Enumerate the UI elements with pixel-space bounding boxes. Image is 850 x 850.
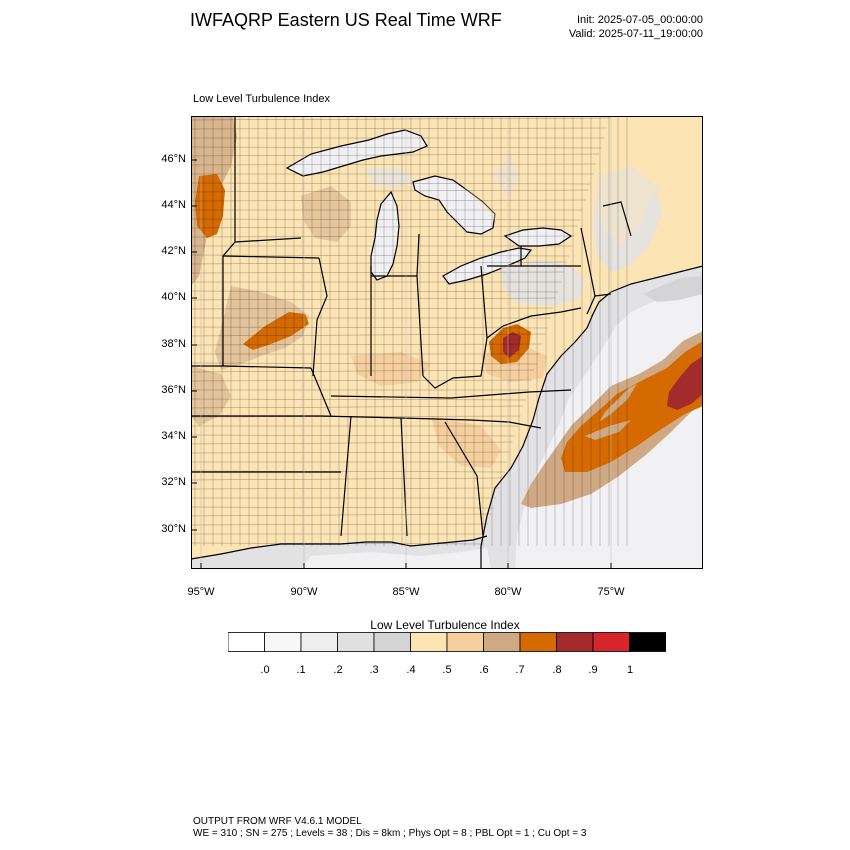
axis-ticks <box>191 159 612 569</box>
canada-ontario-region <box>427 116 703 246</box>
lat-label-38: 38°N <box>161 338 186 350</box>
lat-label-36: 36°N <box>161 384 186 396</box>
colorbar-swatch <box>592 632 630 652</box>
map-subtitle: Low Level Turbulence Index <box>193 93 330 105</box>
land-gray-ontario <box>491 156 521 196</box>
lat-label-30: 30°N <box>161 523 186 535</box>
map-border <box>191 116 703 569</box>
colorbar-swatch <box>446 632 484 652</box>
colorbar-label-7: .7 <box>515 664 525 676</box>
colorbar-swatch <box>410 632 448 652</box>
lat-label-42: 42°N <box>161 245 186 257</box>
init-time-label: Init: 2025-07-05_00:00:00 <box>577 14 703 26</box>
colorbar <box>228 632 666 652</box>
colorbar-swatch <box>300 632 338 652</box>
lon-label-95: 95°W <box>187 586 215 598</box>
gulf-coastline <box>191 535 488 560</box>
colorbar-swatch <box>483 632 521 652</box>
land-gray-mi <box>367 168 415 188</box>
valid-time-label: Valid: 2025-07-11_19:00:00 <box>568 28 703 40</box>
lake-huron <box>412 175 496 235</box>
lon-label-85: 85°W <box>392 586 420 598</box>
lon-label-80: 80°W <box>494 586 522 598</box>
colorbar-swatch <box>519 632 557 652</box>
land-red-patch-wv <box>503 332 521 358</box>
colorbar-swatch <box>556 632 594 652</box>
colorbar-label-8: .8 <box>552 664 562 676</box>
colorbar-label-0: .0 <box>260 664 270 676</box>
lat-label-44: 44°N <box>161 199 186 211</box>
ocean-red-core <box>667 356 703 410</box>
turbulence-map: (function(){ const g = document.currentS… <box>191 116 703 569</box>
colorbar-label-9: .9 <box>588 664 598 676</box>
colorbar-swatch <box>373 632 411 652</box>
colorbar-label-3: .3 <box>369 664 379 676</box>
lat-label-46: 46°N <box>161 153 186 165</box>
graticule <box>200 116 612 569</box>
footer-config-line: WE = 310 ; SN = 275 ; Levels = 38 ; Dis … <box>193 828 587 839</box>
colorbar-swatch <box>264 632 302 652</box>
ocean-shelf-gray <box>643 276 703 302</box>
gulf-light <box>301 548 491 569</box>
footer-model-line: OUTPUT FROM WRF V4.6.1 MODEL <box>193 816 362 827</box>
colorbar-label-5: .5 <box>442 664 452 676</box>
colorbar-label-1: .1 <box>296 664 306 676</box>
colorbar-swatch <box>228 632 265 652</box>
colorbar-label-4: .4 <box>406 664 416 676</box>
colorbar-title: Low Level Turbulence Index <box>370 618 520 632</box>
colorbar-swatch <box>629 632 666 652</box>
lat-label-40: 40°N <box>161 291 186 303</box>
colorbar-label-10: 1 <box>626 664 634 676</box>
land-tan-patch-iowa <box>215 286 309 370</box>
land-orange-patch-mn <box>195 174 225 238</box>
lon-label-75: 75°W <box>597 586 625 598</box>
lat-label-34: 34°N <box>161 430 186 442</box>
colorbar-label-2: .2 <box>333 664 343 676</box>
state-borders <box>191 116 632 537</box>
lon-label-90: 90°W <box>290 586 318 598</box>
land-tan-patch-wisconsin <box>301 186 351 242</box>
lat-label-32: 32°N <box>161 476 186 488</box>
plot-title: IWFAQRP Eastern US Real Time WRF <box>190 10 502 30</box>
county-grid: (function(){ const g = document.currentS… <box>191 116 628 546</box>
ocean-light-streak-2 <box>585 420 631 440</box>
colorbar-swatch <box>337 632 375 652</box>
east-coastline <box>480 265 703 569</box>
colorbar-label-6: .6 <box>479 664 489 676</box>
